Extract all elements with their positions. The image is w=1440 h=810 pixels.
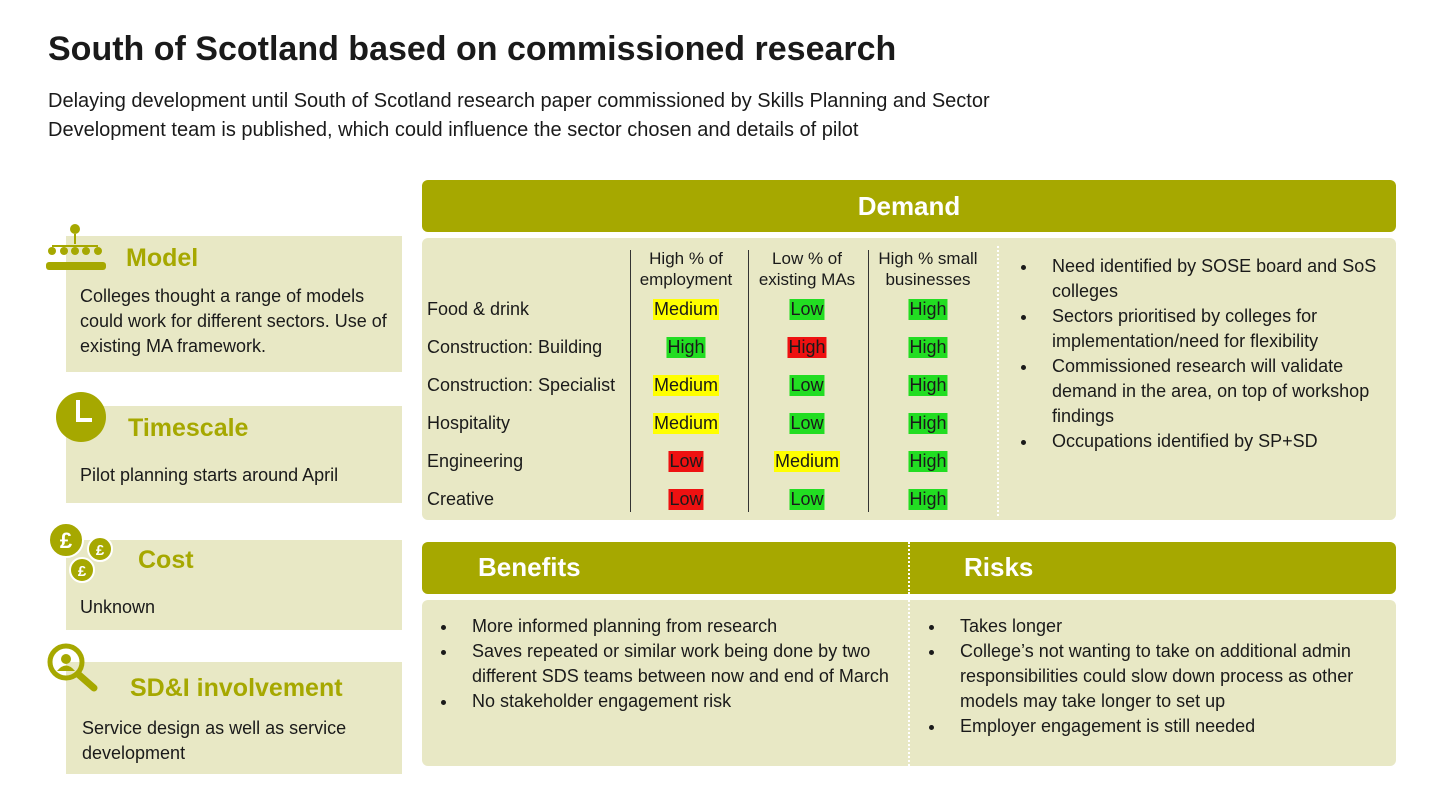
panel-heading: Cost [138,546,194,574]
divider [908,600,910,766]
bullet: Saves repeated or similar work being don… [458,639,892,689]
benefits-heading: Benefits [478,552,581,582]
rating: Low [668,451,704,472]
risks-list: Takes longerCollege’s not wanting to tak… [910,614,1390,739]
demand-header: Demand [422,180,1396,232]
rating: Medium [652,413,720,434]
bullet: No stakeholder engagement risk [458,689,892,714]
notes: Need identified by SOSE board and SoS co… [1002,254,1392,454]
divider [630,250,631,512]
svg-text:£: £ [60,528,73,553]
bullet: Commissioned research will validate dema… [1038,354,1392,429]
clock-icon [56,392,106,442]
notes-list: Need identified by SOSE board and SoS co… [1002,254,1392,454]
rating: High [908,337,948,358]
svg-text:£: £ [96,542,105,559]
benefits-list: More informed planning from researchSave… [422,614,892,714]
rating: Low [789,489,825,510]
panel-body: Pilot planning starts around April [80,465,339,485]
demand-panel: Need identified by SOSE board and SoS co… [422,238,1396,520]
benefits-risks-header: Benefits Risks [422,542,1396,594]
risks-heading: Risks [964,552,1034,582]
rating: Medium [652,375,720,396]
benefits-risks-panel: More informed planning from researchSave… [422,600,1396,766]
model-panel: Model Colleges thought a range of models… [66,236,402,372]
benefits: More informed planning from researchSave… [422,614,892,714]
title: South of Scotland based on commissioned … [48,30,897,68]
rating: High [908,489,948,510]
bullet: College’s not wanting to take on additio… [946,639,1390,714]
divider [868,250,869,512]
rating: High [908,413,948,434]
divider [908,542,910,594]
rating: Medium [652,299,720,320]
bullet: Occupations identified by SP+SD [1038,429,1392,454]
divider [997,246,999,516]
rating: High [908,375,948,396]
svg-text:£: £ [78,563,87,580]
bullet: More informed planning from research [458,614,892,639]
sector-label: Hospitality [427,413,511,433]
sector-label: Creative [427,489,495,509]
rating: Low [789,413,825,434]
sector-label: Construction: Specialist [427,375,616,395]
rating: High [908,451,948,472]
rating: High [908,299,948,320]
sector-label: Engineering [427,451,524,471]
subtitle: Delaying development until South of Scot… [48,90,990,141]
bullet: Need identified by SOSE board and SoS co… [1038,254,1392,304]
rating: High [666,337,706,358]
panel-heading: Timescale [128,414,249,442]
rating: Low [789,375,825,396]
timescale-panel: Timescale Pilot planning starts around A… [66,406,402,503]
column-header: High % of employment [639,249,733,289]
panel-body: Unknown [80,597,156,617]
column-header: Low % of existing MAs [758,249,856,289]
bullet: Sectors prioritised by colleges for impl… [1038,304,1392,354]
sdi-panel: SD&I involvement Service design as well … [66,662,402,774]
cost-panel: Cost Unknown [66,540,402,630]
search-icon [47,643,98,692]
panel-heading: Model [126,244,199,272]
rating: Low [789,299,825,320]
risks: Takes longerCollege’s not wanting to tak… [910,614,1390,739]
sector-label: Construction: Building [427,337,603,357]
panel-body: Colleges thought a range of models could… [80,286,387,356]
coins-icon: £ £ £ [48,522,113,583]
divider [748,250,749,512]
column-header: High % small businesses [878,249,978,289]
rating: High [787,337,827,358]
bullet: Takes longer [946,614,1390,639]
panel-heading: SD&I involvement [130,674,343,702]
panel-body: Service design as well as service develo… [82,718,347,763]
rating: Low [668,489,704,510]
bullet: Employer engagement is still needed [946,714,1390,739]
rating: Medium [773,451,841,472]
sector-label: Food & drink [427,299,530,319]
model-icon [46,224,106,270]
